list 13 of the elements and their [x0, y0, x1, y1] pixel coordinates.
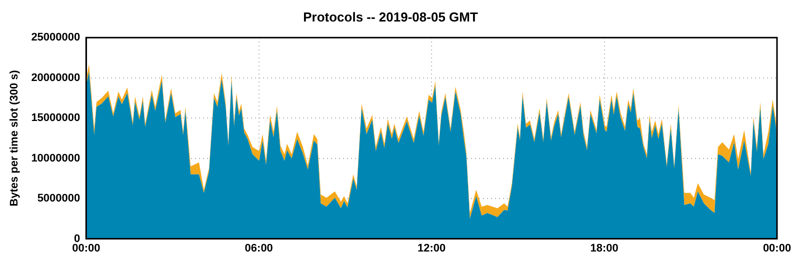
x-tick-label: 00:00 — [72, 242, 100, 254]
y-axis-title: Bytes per time slot (300 s) — [8, 70, 21, 206]
y-tick-label: 10000000 — [31, 152, 80, 164]
chart-title: Protocols -- 2019-08-05 GMT — [303, 9, 478, 24]
x-tick-label: 12:00 — [418, 242, 446, 254]
x-tick-label: 18:00 — [590, 242, 618, 254]
x-tick-label: 00:00 — [762, 242, 792, 254]
y-tick-label: 5000000 — [37, 192, 80, 205]
x-tick-label: 06:00 — [244, 242, 273, 254]
y-tick-label: 15000000 — [31, 112, 80, 124]
y-tick-label: 25000000 — [31, 32, 80, 44]
y-tick-label: 20000000 — [31, 72, 80, 84]
y-tick-label: 0 — [74, 232, 80, 245]
